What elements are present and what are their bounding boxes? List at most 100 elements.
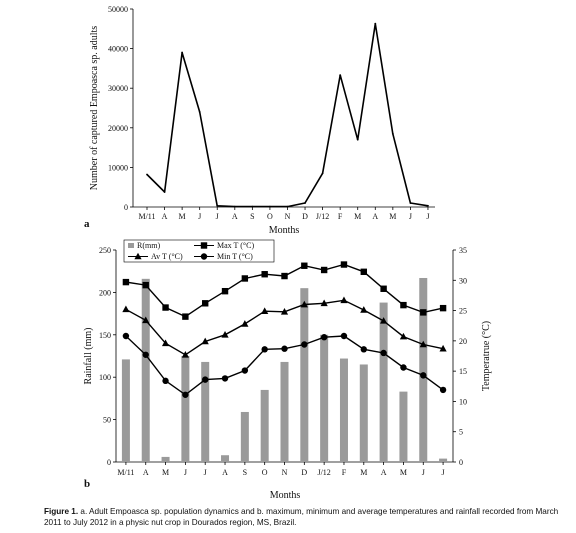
max-temp-marker xyxy=(439,304,447,312)
right-tick-label: 20 xyxy=(459,337,467,346)
population-point xyxy=(409,202,412,204)
rainfall-bar xyxy=(359,364,368,462)
rainfall-bar xyxy=(280,361,289,462)
panel-label-b: b xyxy=(84,478,90,490)
x-tick-label: A xyxy=(162,212,168,221)
min-temp-marker xyxy=(241,367,249,374)
rainfall-bar xyxy=(161,456,170,462)
avg-temp-marker xyxy=(280,307,289,315)
right-axis-title: Temperatrue (°C) xyxy=(481,321,492,391)
avg-temp-marker xyxy=(399,332,408,340)
x-tick-label: S xyxy=(243,468,247,477)
y-tick-label: 40000 xyxy=(108,45,128,54)
x-tick-label: J xyxy=(426,212,429,221)
x-tick-label: D xyxy=(302,212,308,221)
rainfall-bar xyxy=(419,277,428,462)
left-tick-label: 0 xyxy=(107,458,111,467)
avg-temp-marker xyxy=(419,340,427,348)
right-tick-label: 0 xyxy=(459,458,463,467)
legend-marker-avg xyxy=(134,252,142,260)
rainfall-bar xyxy=(141,278,150,462)
x-tick-label: M xyxy=(162,468,169,477)
max-temp-marker xyxy=(261,271,268,278)
min-temp-marker xyxy=(340,332,348,340)
right-tick-label: 10 xyxy=(459,397,467,406)
legend-marker-min xyxy=(200,253,208,260)
x-tick-label: N xyxy=(285,212,291,221)
min-temp-marker xyxy=(281,345,288,352)
min-temp-marker xyxy=(320,334,328,341)
x-tick-label: J/12 xyxy=(316,212,329,221)
x-tick-label: N xyxy=(282,468,288,477)
right-tick-label: 25 xyxy=(459,307,467,316)
x-tick-label: M xyxy=(179,212,186,221)
avg-temp-marker xyxy=(241,320,249,327)
max-temp-marker xyxy=(360,268,367,276)
x-tick-label: J xyxy=(442,468,445,477)
left-axis-title: Rainfall (mm) xyxy=(83,328,94,385)
right-tick-label: 35 xyxy=(459,246,467,255)
population-point xyxy=(304,202,306,204)
population-point xyxy=(321,172,324,175)
avg-temp-marker xyxy=(142,316,150,324)
max-temp-marker xyxy=(142,281,149,289)
population-point xyxy=(198,111,201,113)
max-temp-marker xyxy=(221,287,229,295)
min-temp-marker xyxy=(380,349,387,357)
rainfall-bar xyxy=(221,455,230,462)
x-tick-label: J xyxy=(409,212,412,221)
y-tick-label: 20000 xyxy=(108,124,128,133)
min-temp-marker xyxy=(221,375,229,382)
x-tick-label: M xyxy=(360,468,367,477)
min-temp-marker xyxy=(439,386,447,394)
x-tick-label: M/11 xyxy=(138,212,155,221)
min-temp-marker xyxy=(162,377,169,385)
x-tick-label: O xyxy=(262,468,268,477)
max-temp-marker xyxy=(320,266,328,274)
population-point xyxy=(251,205,254,208)
rainfall-bar xyxy=(260,389,269,462)
x-tick-label: J xyxy=(198,212,201,221)
avg-temp-marker xyxy=(261,307,269,314)
max-temp-marker xyxy=(182,313,189,320)
caption-text: a. Adult Empoasca sp. population dynamic… xyxy=(44,507,559,527)
avg-temp-marker xyxy=(340,296,348,304)
rainfall-bar xyxy=(201,361,210,462)
chart-b-weather: 0 50 100 150 200 250 0 5 10 15 20 25 30 35 M/11 A M J J A S O… xyxy=(83,239,492,500)
max-temp-marker xyxy=(400,301,407,309)
left-tick-label: 150 xyxy=(99,331,111,340)
rainfall-bar xyxy=(320,334,329,462)
x-tick-label: J xyxy=(204,468,207,477)
figure-caption: Figure 1. a. Adult Empoasca sp. populati… xyxy=(44,506,568,528)
legend-label-rainfall: R(mm) xyxy=(137,241,160,250)
avg-temp-marker xyxy=(360,306,368,313)
rainfall-bar xyxy=(339,358,348,462)
population-point xyxy=(427,204,429,207)
avg-temp-marker xyxy=(380,317,388,324)
population-point xyxy=(286,205,289,208)
population-point xyxy=(146,173,148,176)
y-tick-label: 0 xyxy=(124,203,128,212)
caption-label: Figure 1. xyxy=(44,507,79,516)
x-tick-label: D xyxy=(301,468,307,477)
y-tick-label: 50000 xyxy=(108,5,128,14)
max-temp-marker xyxy=(340,261,348,268)
x-tick-label: A xyxy=(372,212,378,221)
rainfall-bar xyxy=(439,458,448,462)
x-tick-label: A xyxy=(232,212,238,221)
legend-marker-max xyxy=(200,242,208,249)
population-point xyxy=(216,204,219,207)
legend-swatch-rainfall xyxy=(128,243,134,248)
max-temp-marker xyxy=(281,272,288,280)
min-temp-marker xyxy=(202,376,209,383)
y-axis-title: Number of captured Empoasca sp. adults xyxy=(89,26,100,191)
population-point xyxy=(233,205,236,208)
x-tick-label: S xyxy=(250,212,254,221)
x-tick-label: A xyxy=(222,468,228,477)
x-tick-label: J xyxy=(216,212,219,221)
x-tick-label: A xyxy=(381,468,387,477)
x-tick-label: M xyxy=(400,468,407,477)
max-temp-marker xyxy=(301,262,308,269)
right-tick-label: 5 xyxy=(459,428,463,437)
population-point xyxy=(374,22,377,25)
